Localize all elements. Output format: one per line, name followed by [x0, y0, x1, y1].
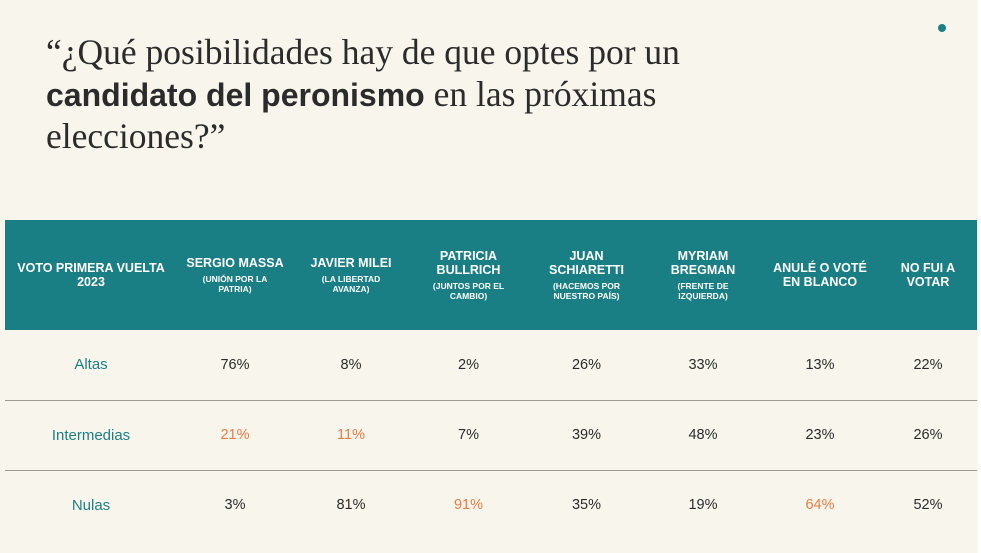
column-header: JUAN SCHIARETTI (HACEMOS POR NUESTRO PAÍS…: [528, 220, 645, 330]
table-cell: 8%: [340, 356, 362, 373]
table-cell: 33%: [688, 356, 718, 373]
header-row: VOTO PRIMERA VUELTA 2023 SERGIO MASSA (UN…: [5, 220, 977, 330]
table-cell: 39%: [571, 427, 602, 443]
column-header-party: (FRENTE DE IZQUIERDA): [677, 281, 729, 301]
title-post: en las próximas elecciones?”: [46, 73, 657, 157]
column-header-label: SERGIO MASSA: [186, 256, 284, 270]
column-header-label: PATRICIA BULLRICH: [436, 249, 501, 277]
table-row: Intermedias 21% 11% 7% 39% 48% 23% 26%: [5, 400, 977, 470]
table-cell: 19%: [688, 497, 718, 514]
row-label: Intermedias: [51, 426, 131, 444]
table-header: VOTO PRIMERA VUELTA 2023 SERGIO MASSA (UN…: [5, 220, 977, 330]
column-header: PATRICIA BULLRICH (JUNTOS POR EL CAMBIO): [409, 220, 528, 330]
column-header-label: JUAN SCHIARETTI: [549, 249, 624, 277]
table-cell: 22%: [913, 356, 943, 373]
column-header-label: ANULÉ O VOTÉ EN BLANCO: [773, 261, 867, 289]
results-table: VOTO PRIMERA VUELTA 2023 SERGIO MASSA (UN…: [5, 220, 977, 540]
chart-title: “¿Qué posibilidades hay de que optes por…: [46, 32, 766, 158]
table-body: Altas 76% 8% 2% 26% 33% 13% 22% Intermedias 21% 11…: [5, 330, 977, 540]
column-header-party: (HACEMOS POR NUESTRO PAÍS): [552, 281, 621, 301]
table-cell: 52%: [913, 497, 943, 514]
column-header-party: (LA LIBERTAD AVANZA): [321, 274, 381, 294]
corner-header: VOTO PRIMERA VUELTA 2023: [17, 261, 165, 289]
column-header: SERGIO MASSA (UNIÓN POR LA PATRIA): [177, 220, 293, 330]
table-cell: 48%: [688, 427, 718, 443]
title-highlight: candidato del peronismo: [46, 76, 425, 113]
table-cell: 3%: [224, 497, 246, 514]
row-label: Nulas: [71, 496, 111, 514]
table-cell: 26%: [571, 356, 602, 373]
title-pre: “¿Qué posibilidades hay de que optes por…: [46, 32, 680, 72]
table-cell: 91%: [453, 497, 484, 514]
table-cell: 35%: [571, 497, 602, 514]
table-cell: 26%: [913, 427, 943, 443]
row-label: Altas: [74, 356, 108, 374]
column-header-label: MYRIAM BREGMAN: [670, 249, 736, 277]
column-header-label: JAVIER MILEI: [310, 256, 392, 270]
table-cell: 2%: [458, 356, 479, 373]
table-cell: 7%: [458, 427, 479, 443]
column-header: JAVIER MILEI (LA LIBERTAD AVANZA): [293, 220, 409, 330]
table-row: Altas 76% 8% 2% 26% 33% 13% 22%: [5, 330, 977, 400]
column-header-label: NO FUI A VOTAR: [900, 261, 956, 289]
column-header-party: (JUNTOS POR EL CAMBIO): [432, 281, 505, 301]
table-cell: 11%: [337, 427, 365, 443]
table-cell: 13%: [805, 356, 835, 373]
column-header: ANULÉ O VOTÉ EN BLANCO: [761, 220, 879, 330]
accent-dot: [938, 24, 946, 32]
table-row: Nulas 3% 81% 91% 35% 19% 64% 52%: [5, 470, 977, 540]
column-header: NO FUI A VOTAR: [879, 220, 977, 330]
column-header: MYRIAM BREGMAN (FRENTE DE IZQUIERDA): [645, 220, 761, 330]
column-header-party: (UNIÓN POR LA PATRIA): [202, 274, 268, 294]
table-cell: 76%: [220, 356, 250, 373]
table-cell: 81%: [336, 497, 366, 514]
table-cell: 21%: [220, 427, 250, 443]
table-cell: 64%: [805, 497, 835, 514]
table-cell: 23%: [805, 427, 835, 443]
